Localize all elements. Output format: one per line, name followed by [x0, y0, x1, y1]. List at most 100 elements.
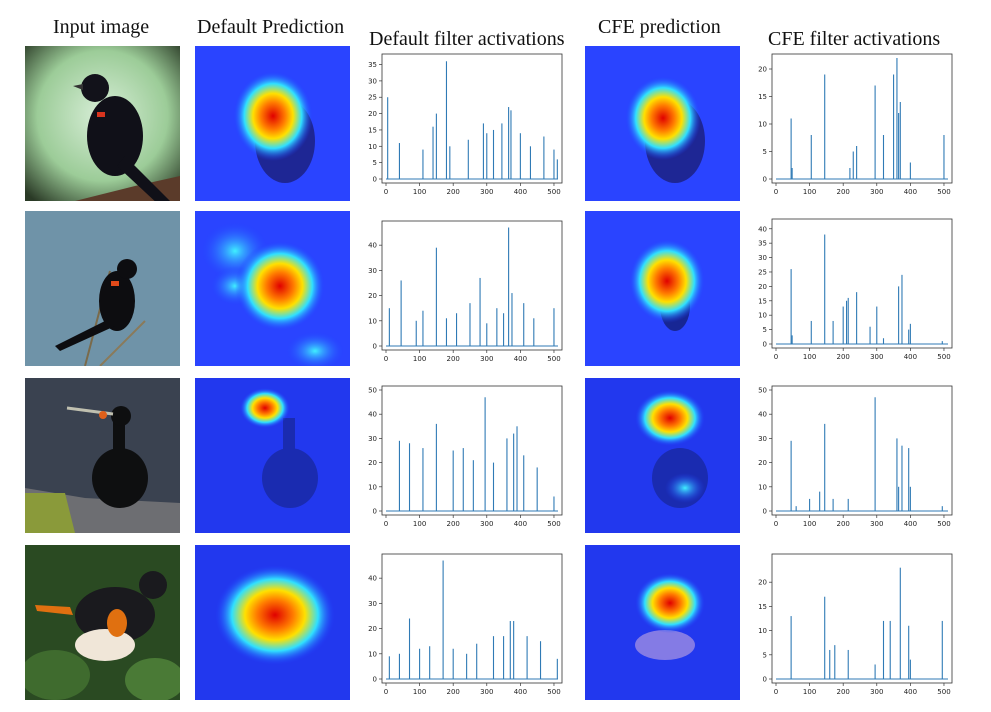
row3-default-heatmap — [195, 378, 350, 533]
x-tick-label: 300 — [870, 688, 883, 696]
y-tick-label: 40 — [368, 242, 377, 250]
y-tick-label: 5 — [763, 651, 767, 659]
x-tick-label: 500 — [547, 688, 560, 696]
y-tick-label: 10 — [368, 317, 377, 325]
row4-default-heatmap — [195, 545, 350, 700]
y-tick-label: 20 — [368, 292, 377, 300]
y-tick-label: 10 — [758, 627, 767, 635]
x-tick-label: 200 — [447, 520, 460, 528]
y-tick-label: 10 — [758, 483, 767, 491]
row2-input-image — [25, 211, 180, 367]
y-tick-label: 30 — [758, 435, 767, 443]
plot-frame — [771, 553, 953, 684]
x-tick-label: 0 — [774, 188, 778, 196]
y-tick-label: 0 — [373, 676, 377, 684]
y-tick-label: 0 — [763, 676, 767, 684]
y-tick-label: 40 — [758, 411, 767, 419]
y-tick-label: 30 — [368, 600, 377, 608]
x-tick-label: 300 — [480, 188, 493, 196]
x-tick-label: 500 — [937, 353, 950, 361]
y-tick-label: 0 — [763, 341, 767, 349]
x-tick-label: 200 — [447, 355, 460, 363]
y-tick-label: 35 — [368, 61, 377, 69]
plot-frame — [771, 53, 953, 184]
x-tick-label: 300 — [480, 688, 493, 696]
x-tick-label: 400 — [904, 688, 917, 696]
row2-cfe-heatmap — [585, 211, 740, 366]
plot-frame — [381, 220, 563, 351]
x-tick-label: 100 — [413, 188, 426, 196]
x-tick-label: 500 — [937, 688, 950, 696]
x-tick-label: 0 — [774, 520, 778, 528]
x-tick-label: 100 — [803, 353, 816, 361]
row2-default-activation-chart: 0 10 20 30 40 0 100 200 300 400 500 — [360, 215, 570, 370]
row1-input-image — [25, 46, 180, 206]
x-tick-label: 500 — [937, 188, 950, 196]
x-tick-label: 500 — [937, 520, 950, 528]
y-tick-label: 40 — [758, 225, 767, 233]
y-tick-label: 30 — [368, 77, 377, 85]
x-tick-label: 0 — [384, 188, 388, 196]
x-tick-label: 100 — [803, 688, 816, 696]
row1-cfe-activation-chart: 0 5 10 15 20 0 100 200 300 400 500 — [750, 48, 960, 203]
y-tick-label: 20 — [758, 579, 767, 587]
row3-input-image — [25, 378, 180, 533]
x-tick-label: 200 — [447, 188, 460, 196]
y-tick-label: 15 — [368, 126, 377, 134]
x-tick-label: 0 — [384, 520, 388, 528]
x-tick-label: 0 — [774, 353, 778, 361]
y-tick-label: 20 — [758, 66, 767, 74]
x-tick-label: 300 — [870, 520, 883, 528]
x-tick-label: 500 — [547, 355, 560, 363]
y-tick-label: 20 — [758, 283, 767, 291]
x-tick-label: 400 — [514, 520, 527, 528]
x-tick-label: 300 — [480, 355, 493, 363]
y-tick-label: 10 — [368, 650, 377, 658]
y-tick-label: 10 — [758, 312, 767, 320]
plot-frame — [381, 385, 563, 516]
row4-cfe-heatmap — [585, 545, 740, 700]
y-tick-label: 30 — [368, 435, 377, 443]
y-tick-label: 30 — [758, 254, 767, 262]
y-tick-label: 20 — [758, 459, 767, 467]
y-tick-label: 0 — [763, 176, 767, 184]
row3-cfe-heatmap — [585, 378, 740, 533]
x-tick-label: 400 — [514, 355, 527, 363]
y-tick-label: 20 — [368, 110, 377, 118]
x-tick-label: 400 — [514, 188, 527, 196]
x-tick-label: 200 — [837, 188, 850, 196]
x-tick-label: 100 — [413, 520, 426, 528]
plot-frame — [381, 53, 563, 184]
x-tick-label: 200 — [837, 688, 850, 696]
y-tick-label: 10 — [368, 483, 377, 491]
plot-frame — [771, 218, 953, 349]
x-tick-label: 400 — [904, 188, 917, 196]
y-tick-label: 0 — [373, 176, 377, 184]
x-tick-label: 400 — [514, 688, 527, 696]
x-tick-label: 500 — [547, 188, 560, 196]
y-tick-label: 0 — [373, 508, 377, 516]
plot-frame — [771, 385, 953, 516]
y-tick-label: 15 — [758, 297, 767, 305]
row1-default-heatmap — [195, 46, 350, 201]
plot-frame — [381, 553, 563, 684]
y-tick-label: 25 — [368, 94, 377, 102]
y-tick-label: 15 — [758, 93, 767, 101]
header-cfe-activations: CFE filter activations — [768, 28, 941, 50]
x-tick-label: 100 — [413, 355, 426, 363]
header-default-prediction: Default Prediction — [197, 16, 345, 38]
y-tick-label: 5 — [373, 159, 377, 167]
y-tick-label: 40 — [368, 575, 377, 583]
row4-default-activation-chart: 0 10 20 30 40 0 100 200 300 400 500 — [360, 548, 570, 703]
x-tick-label: 100 — [803, 520, 816, 528]
x-tick-label: 500 — [547, 520, 560, 528]
x-tick-label: 400 — [904, 353, 917, 361]
y-tick-label: 0 — [373, 343, 377, 351]
y-tick-label: 0 — [763, 508, 767, 516]
y-tick-label: 20 — [368, 459, 377, 467]
y-tick-label: 50 — [758, 387, 767, 395]
header-default-activations: Default filter activations — [369, 28, 565, 50]
y-tick-label: 5 — [763, 148, 767, 156]
row3-default-activation-chart: 0 10 20 30 40 50 0 100 200 300 400 500 — [360, 380, 570, 535]
header-cfe-prediction: CFE prediction — [598, 16, 721, 38]
